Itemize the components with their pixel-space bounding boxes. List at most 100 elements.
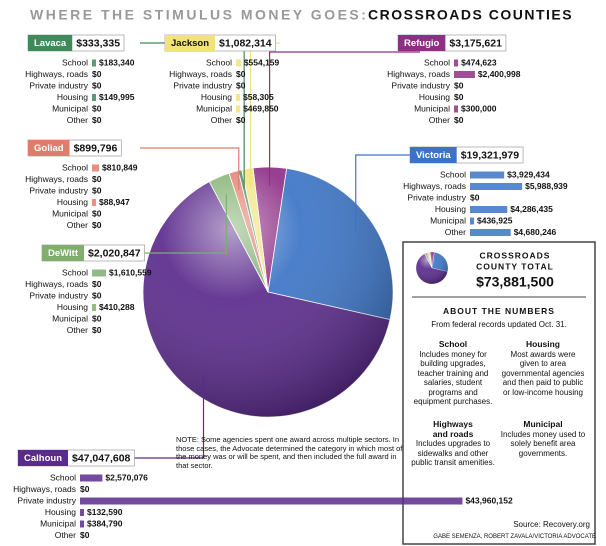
sector-bar <box>80 520 84 528</box>
sector-bar <box>236 105 241 113</box>
county-total: $2,020,847 <box>88 247 141 259</box>
connector <box>140 147 240 190</box>
sector-value: $810,849 <box>102 162 138 172</box>
sector-label: Municipal <box>52 103 88 113</box>
sector-value: $5,988,939 <box>525 181 568 191</box>
about-item: Municipal Includes money used to solely b… <box>500 419 586 458</box>
sector-value: $2,570,076 <box>105 472 148 482</box>
chart-title: WHERE THE STIMULUS MONEY GOES: <box>30 7 368 23</box>
county-tag <box>42 245 84 261</box>
sector-value: $0 <box>80 530 90 540</box>
sector-bar <box>92 199 96 206</box>
sector-label: Municipal <box>430 215 466 225</box>
sector-value: $0 <box>92 185 102 195</box>
sector-label: Other <box>211 115 232 125</box>
about-item-title: School <box>438 339 468 349</box>
county-name: Lavaca <box>34 38 67 49</box>
connector <box>268 51 420 186</box>
sector-label: Housing <box>57 302 88 312</box>
source: Source: Recovery.org <box>513 520 590 529</box>
about-item: Housing Most awards were given to area go… <box>500 339 586 397</box>
county-name: Refugio <box>404 38 440 49</box>
sector-value: $4,680,246 <box>514 227 557 237</box>
sector-label: School <box>62 57 88 67</box>
sector-label: Other <box>429 115 450 125</box>
county-name: DeWitt <box>48 248 79 259</box>
sector-label: Municipal <box>52 313 88 323</box>
sector-value: $88,947 <box>99 197 130 207</box>
about-item-title: Highways and roads <box>432 419 474 439</box>
about-item: School Includes money for building upgrad… <box>410 339 496 407</box>
sector-value: $0 <box>92 174 102 184</box>
sector-value: $183,340 <box>99 57 135 67</box>
sector-label: Housing <box>57 92 88 102</box>
sector-value: $554,159 <box>244 57 280 67</box>
sector-value: $0 <box>454 115 464 125</box>
county-name: Goliad <box>34 143 64 154</box>
sector-value: $1,610,559 <box>109 267 152 277</box>
county-name: Jackson <box>171 38 209 49</box>
sector-label: Private industry <box>173 80 232 90</box>
total-title: COUNTY TOTAL <box>476 261 554 271</box>
county-total: $19,321,979 <box>461 149 520 161</box>
note: NOTE: Some agencies spent one award acro… <box>176 435 403 470</box>
sector-value: $300,000 <box>461 103 497 113</box>
chart-subtitle: CROSSROADS COUNTIES <box>368 7 573 23</box>
sector-label: Highways, roads <box>403 181 466 191</box>
sector-value: $0 <box>92 103 102 113</box>
sector-label: Private industry <box>29 80 88 90</box>
sector-label: Highways, roads <box>387 69 450 79</box>
sector-label: Housing <box>45 507 76 517</box>
pie-shine <box>143 167 393 417</box>
sector-value: $149,995 <box>99 92 135 102</box>
about-item: Highways and roads Includes upgrades to s… <box>410 419 496 468</box>
county-total: $333,335 <box>76 37 120 49</box>
sector-bar <box>92 269 107 277</box>
about-item-text: Includes money used to solely benefit ar… <box>500 429 586 458</box>
sector-value: $0 <box>92 313 102 323</box>
total-box <box>402 241 596 545</box>
total-title: CROSSROADS <box>480 250 551 260</box>
sector-bar <box>92 164 100 172</box>
sector-bar <box>92 304 96 311</box>
sector-label: Private industry <box>29 290 88 300</box>
sector-label: Highways, roads <box>25 174 88 184</box>
county-name: Calhoun <box>24 453 62 464</box>
county-tag <box>410 147 457 163</box>
sector-value: $3,929,434 <box>507 169 550 179</box>
about-intro: From federal records updated Oct. 31. <box>431 320 567 329</box>
sector-label: School <box>206 57 232 67</box>
county-total: $1,082,314 <box>219 37 272 49</box>
county-total: $899,796 <box>74 142 118 154</box>
sector-value: $469,850 <box>243 103 279 113</box>
sector-bar <box>454 105 458 113</box>
about-item-text: Includes upgrades to sidewalks and other… <box>411 439 495 467</box>
sector-bar <box>236 59 241 67</box>
about-item-title: Municipal <box>523 419 563 429</box>
county-tag <box>165 35 216 51</box>
sector-label: Other <box>67 325 88 335</box>
sector-value: $43,960,152 <box>465 495 513 505</box>
sector-value: $0 <box>92 279 102 289</box>
sector-bar <box>236 94 240 101</box>
sector-label: Private industry <box>391 80 450 90</box>
sector-label: Housing <box>57 197 88 207</box>
sector-label: Municipal <box>196 103 232 113</box>
sector-value: $0 <box>470 192 480 202</box>
sector-label: Other <box>67 220 88 230</box>
sector-label: School <box>440 169 466 179</box>
sector-bar <box>470 206 508 213</box>
sector-label: Municipal <box>52 208 88 218</box>
total-value: $73,881,500 <box>476 274 554 290</box>
sector-value: $474,623 <box>461 57 497 67</box>
about-heading: ABOUT THE NUMBERS <box>443 306 555 316</box>
connector <box>355 154 410 233</box>
sector-label: Municipal <box>40 518 76 528</box>
about-item-title: Housing <box>526 339 560 349</box>
sector-label: Highways, roads <box>169 69 232 79</box>
sector-label: School <box>424 57 450 67</box>
sector-label: Highways, roads <box>25 69 88 79</box>
sector-value: $2,400,998 <box>478 69 521 79</box>
sector-label: Other <box>55 530 76 540</box>
